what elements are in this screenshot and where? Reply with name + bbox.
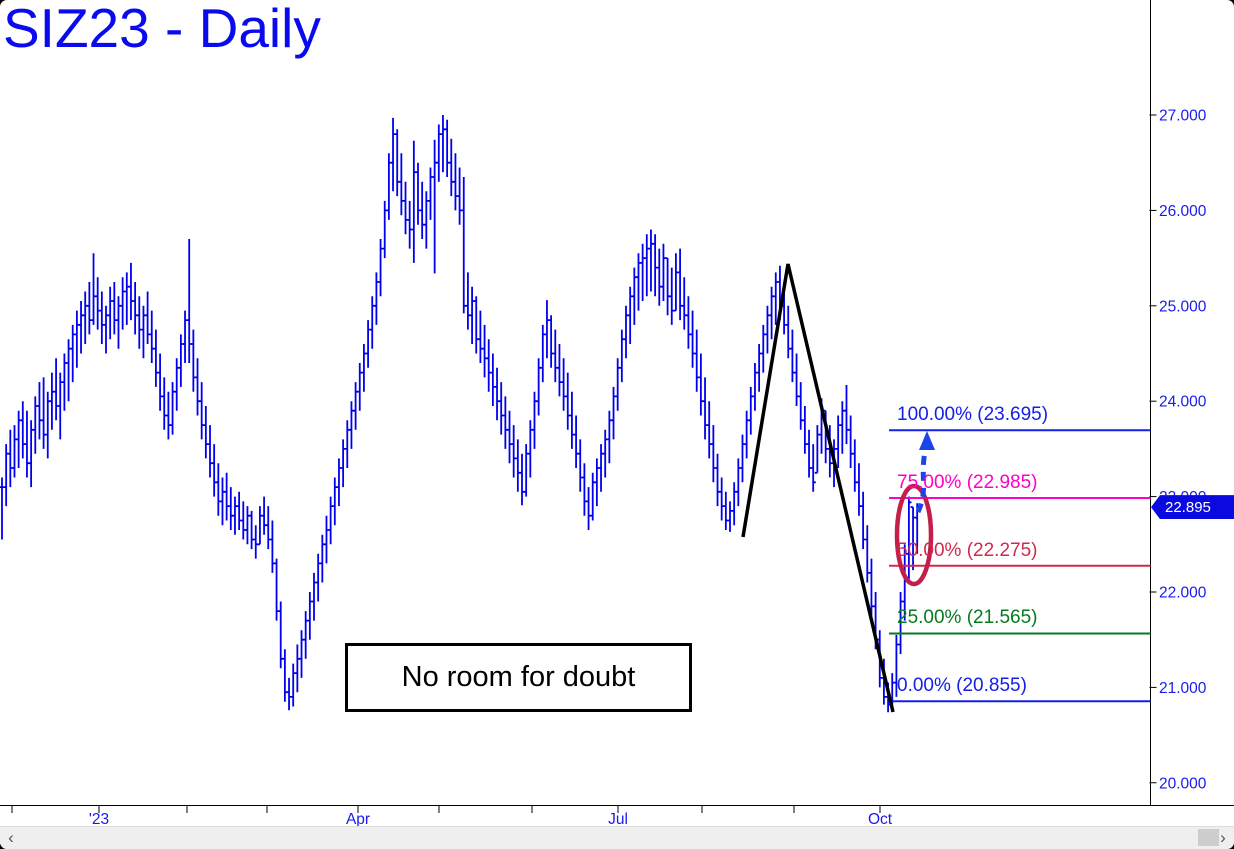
x-axis-label: '23 [89,811,109,828]
chart-title: SIZ23 - Daily [3,0,321,59]
fib-level-label-75: 75.00% (22.985) [897,472,1038,494]
fib-level-label-100: 100.00% (23.695) [897,404,1049,426]
last-price-value: 22.895 [1165,498,1211,516]
y-axis-label: 24.000 [1159,394,1207,411]
highlight-ellipse [894,483,934,587]
projection-arrow-head [919,431,935,450]
last-price-badge: 22.895 [1151,495,1234,520]
y-axis-label: 21.000 [1159,680,1207,697]
trend-line [741,263,895,713]
price-bars [0,115,920,713]
projection-arrow [915,446,929,514]
horizontal-scrollbar[interactable]: ‹ › [0,826,1234,849]
scroll-left-button[interactable]: ‹ [8,828,14,847]
scroll-right-button[interactable]: › [1220,828,1226,847]
y-axis-label: 22.000 [1159,585,1207,602]
y-axis-label: 26.000 [1159,203,1207,220]
x-axis-label: Jul [608,811,628,828]
annotation-text-box: No room for doubt [345,643,692,712]
scrollbar-thumb[interactable] [1198,829,1219,846]
fib-level-label-50: 50.00% (22.275) [897,539,1038,561]
y-axis-label: 27.000 [1159,108,1207,125]
y-axis-label: 20.000 [1159,775,1207,792]
fib-level-label-0: 0.00% (20.855) [897,675,1027,697]
fib-level-label-25: 25.00% (21.565) [897,607,1038,629]
x-axis-label: Oct [868,811,893,828]
y-axis-label: 25.000 [1159,298,1207,315]
x-axis-label: Apr [346,811,370,828]
